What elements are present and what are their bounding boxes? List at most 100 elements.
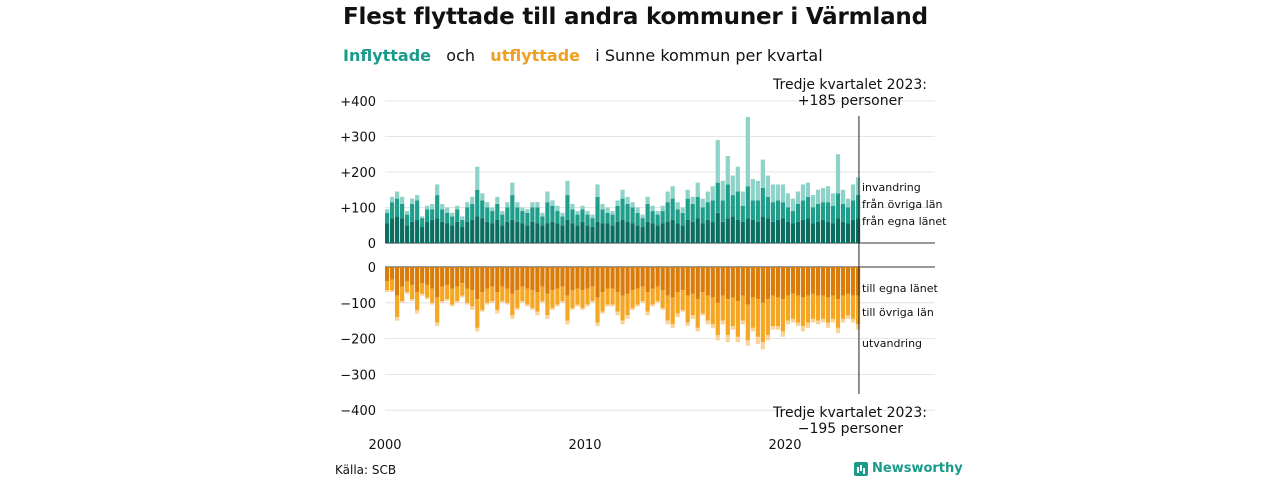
bar-out-2	[845, 315, 851, 319]
bar-in-2	[635, 207, 640, 213]
bar-out-2	[615, 311, 620, 316]
bar-in-2	[715, 140, 720, 183]
bar-out-2	[670, 324, 675, 328]
bar-out-0	[525, 267, 530, 289]
bar-out-0	[430, 267, 435, 289]
bar-in-1	[705, 202, 710, 220]
bar-out-2	[530, 308, 535, 310]
bar-out-0	[785, 267, 790, 296]
bar-out-1	[490, 286, 495, 302]
bar-out-0	[405, 267, 410, 282]
bar-in-1	[455, 209, 460, 222]
bar-out-1	[735, 301, 740, 337]
bar-out-2	[605, 304, 610, 307]
bar-in-0	[725, 218, 730, 243]
bar-in-1	[395, 198, 400, 217]
bar-in-0	[655, 225, 660, 243]
bar-in-0	[510, 219, 515, 243]
bar-out-0	[560, 267, 565, 287]
bar-in-1	[580, 209, 585, 222]
bar-in-0	[405, 225, 410, 243]
bar-out-1	[395, 295, 400, 318]
bar-out-1	[520, 286, 525, 302]
bar-in-1	[530, 207, 535, 222]
bar-in-2	[750, 179, 755, 201]
bar-out-2	[820, 318, 826, 323]
bar-in-0	[570, 223, 575, 243]
bar-out-1	[545, 293, 550, 316]
bar-in-2	[395, 191, 400, 199]
bar-out-0	[490, 267, 495, 287]
bar-out-0	[805, 267, 811, 296]
bar-out-2	[685, 322, 690, 327]
bar-out-1	[605, 288, 610, 305]
bar-out-1	[530, 290, 535, 309]
bar-in-1	[720, 200, 725, 222]
y-tick-top: 0	[368, 237, 376, 252]
bar-in-2	[740, 191, 745, 206]
bar-in-1	[535, 207, 540, 224]
bar-in-1	[450, 216, 455, 226]
bar-in-1	[755, 200, 760, 222]
bar-out-2	[735, 336, 740, 343]
bar-in-2	[480, 193, 485, 201]
y-tick-top: +400	[340, 95, 376, 110]
bar-in-2	[765, 175, 770, 197]
bar-out-1	[730, 297, 735, 327]
bar-in-2	[685, 189, 690, 199]
bar-in-1	[660, 211, 665, 224]
bar-out-1	[815, 295, 821, 321]
bar-in-0	[530, 221, 535, 243]
bar-out-2	[665, 320, 670, 325]
bar-out-0	[725, 267, 730, 300]
bar-out-0	[775, 267, 780, 298]
bar-out-0	[710, 267, 715, 298]
bar-in-2	[540, 212, 545, 217]
bar-in-0	[560, 225, 565, 243]
bar-in-0	[540, 225, 545, 243]
bar-in-1	[675, 209, 680, 224]
bar-in-0	[735, 219, 740, 243]
bar-out-2	[750, 327, 755, 332]
bar-in-2	[460, 216, 465, 220]
bar-in-1	[520, 211, 525, 224]
bar-out-2	[645, 311, 650, 316]
bar-out-1	[780, 299, 785, 332]
bar-out-2	[790, 318, 796, 323]
bar-in-1	[800, 200, 806, 220]
bar-out-0	[640, 267, 645, 287]
bar-out-2	[410, 299, 415, 302]
bar-out-1	[435, 297, 440, 323]
bar-in-2	[455, 205, 460, 210]
bar-out-0	[425, 267, 430, 285]
bar-out-0	[410, 267, 415, 285]
bar-out-0	[630, 267, 635, 291]
bar-in-1	[460, 219, 465, 228]
bar-in-1	[825, 202, 831, 222]
bar-in-1	[430, 209, 435, 220]
bar-out-1	[745, 304, 750, 341]
bar-out-0	[790, 267, 796, 294]
bar-in-2	[820, 187, 826, 203]
bar-in-1	[850, 200, 856, 220]
bar-in-1	[595, 196, 600, 222]
bar-out-0	[780, 267, 785, 300]
series-label-out: till övriga län	[862, 306, 934, 319]
bar-out-2	[830, 318, 836, 323]
bar-in-2	[800, 184, 806, 201]
bar-out-2	[680, 309, 685, 312]
bar-in-2	[605, 207, 610, 213]
bar-out-0	[755, 267, 760, 300]
bar-in-1	[740, 205, 745, 222]
bar-out-1	[405, 281, 410, 293]
bar-in-2	[435, 184, 440, 196]
bar-in-0	[455, 221, 460, 243]
bar-out-1	[580, 290, 585, 309]
bar-out-1	[740, 295, 745, 321]
bar-in-0	[590, 227, 595, 243]
bar-out-0	[520, 267, 525, 287]
bar-out-0	[795, 267, 801, 296]
bar-out-2	[730, 326, 735, 330]
bar-in-1	[440, 209, 445, 222]
bar-in-2	[555, 205, 560, 212]
